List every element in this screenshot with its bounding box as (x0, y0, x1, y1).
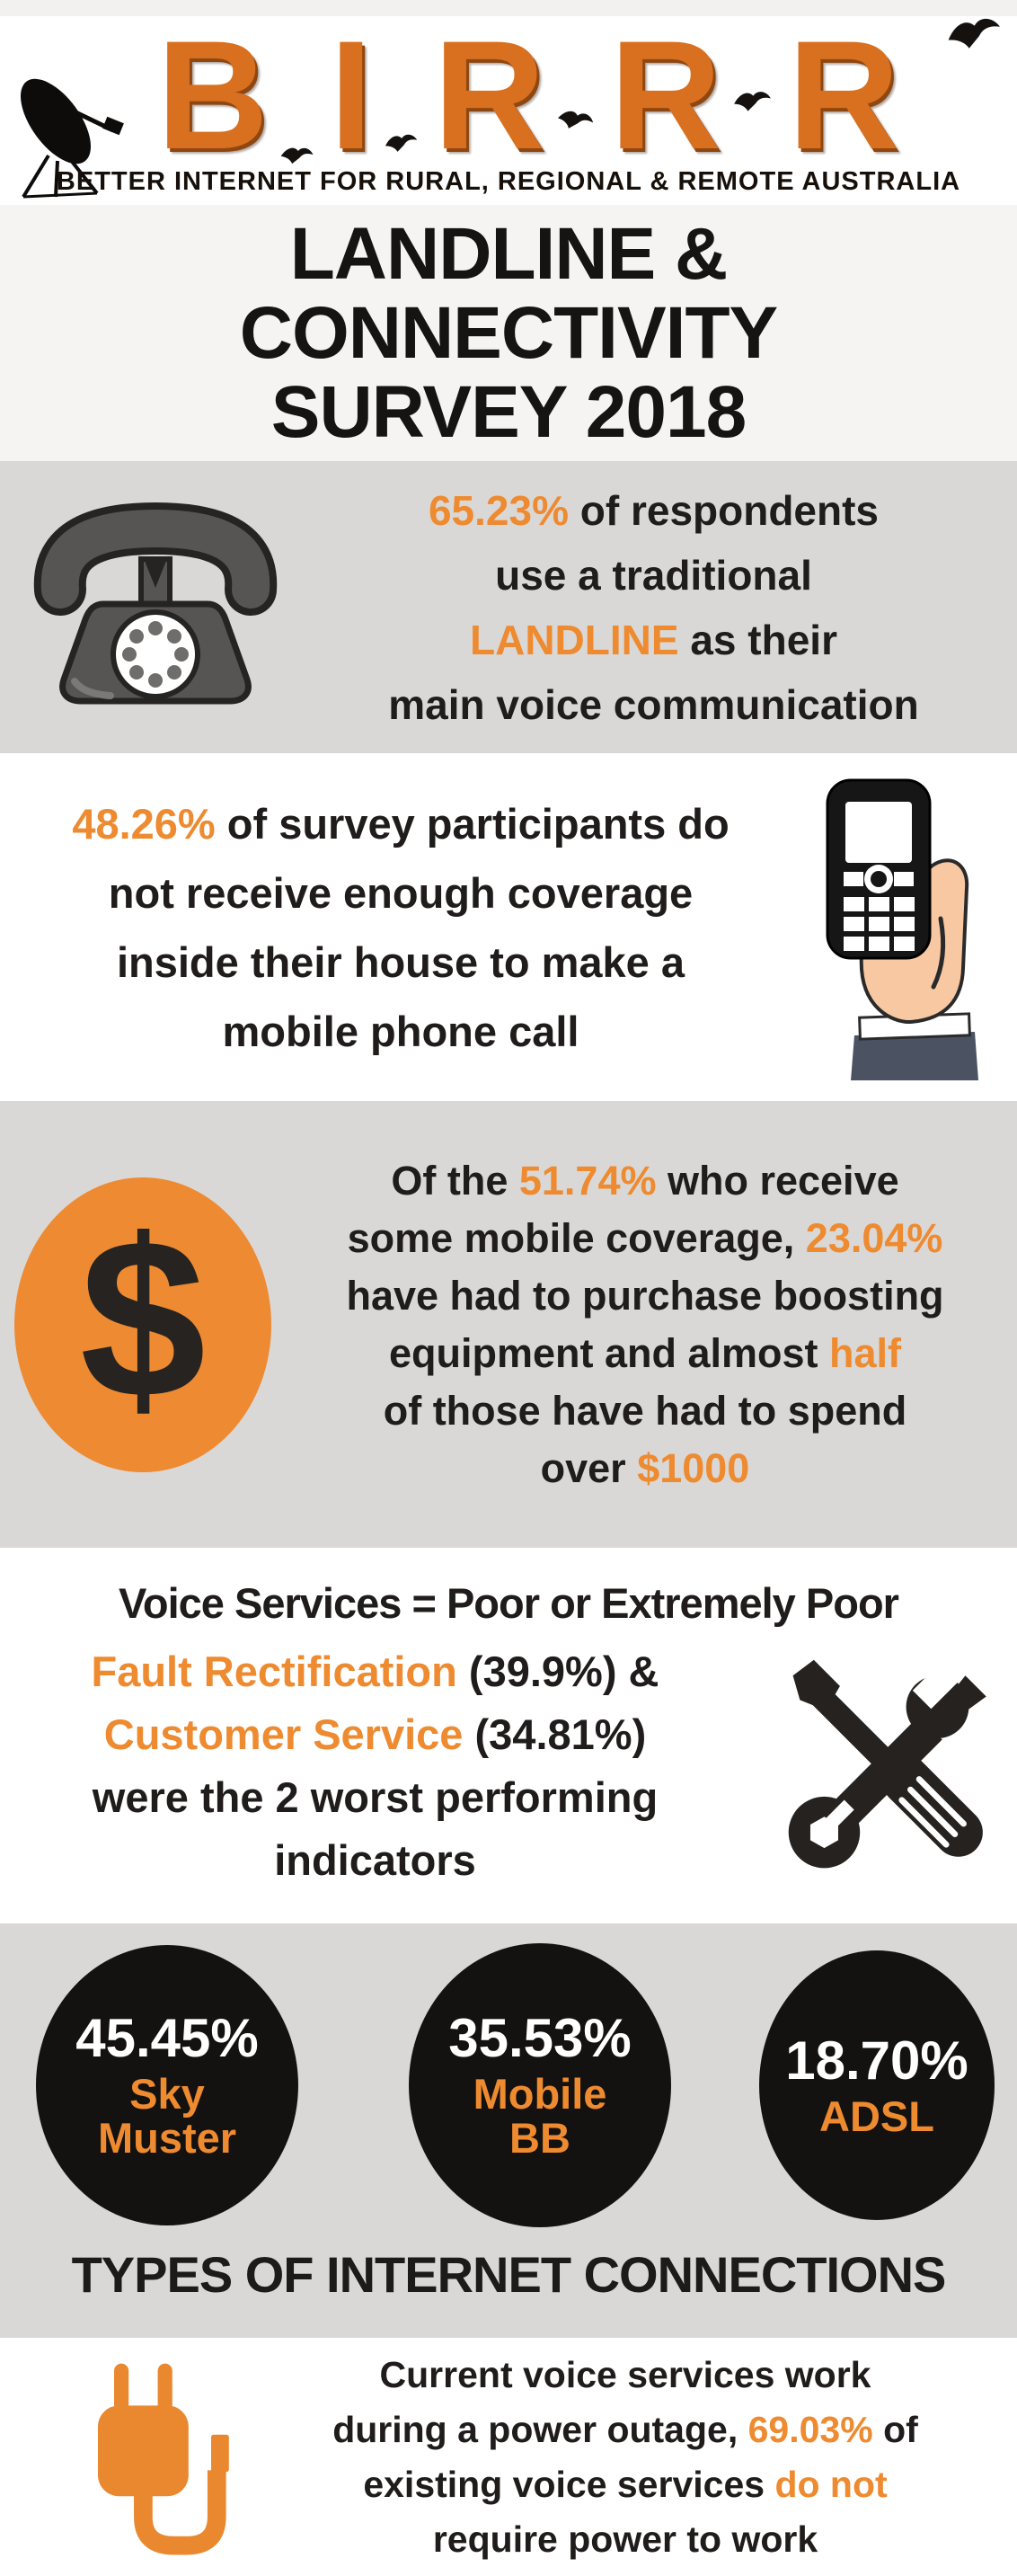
bird-icon (554, 104, 597, 136)
stat-circle-sky-muster: 45.45% Sky Muster (36, 1945, 298, 2225)
logo-letter-r1: R (433, 9, 545, 182)
logo-wordmark: B I R R R (54, 9, 999, 182)
section-coverage: 48.26% of survey participants do not rece… (0, 753, 1017, 1101)
stat-circle-mobile-bb: 35.53% Mobile BB (409, 1943, 671, 2227)
satellite-dish-icon (4, 57, 152, 203)
bird-icon (945, 14, 1004, 57)
power-plug-icon (77, 2349, 264, 2565)
tools-icon (743, 1653, 1017, 1879)
logo-letter-i: I (329, 9, 373, 182)
stat-circle-adsl: 18.70% ADSL (759, 1950, 995, 2220)
telephone-icon (0, 502, 310, 713)
voice-heading: Voice Services = Poor or Extremely Poor (119, 1579, 899, 1627)
section-connections: 45.45% Sky Muster 35.53% Mobile BB 18.70% … (0, 1923, 1017, 2338)
connections-heading: TYPES OF INTERNET CONNECTIONS (71, 2246, 947, 2303)
logo-letter-b: B (156, 9, 269, 182)
dollar-icon: $ (14, 1177, 271, 1472)
stat-percentage: 18.70% (785, 2030, 968, 2091)
dollar-sign: $ (79, 1192, 207, 1445)
title-band: LANDLINE & CONNECTIVITY SURVEY 2018 (0, 205, 1017, 461)
voice-stat-text: Fault Rectification (39.9%) & Customer Se… (91, 1648, 659, 1884)
stat-percentage: 35.53% (448, 2008, 632, 2068)
top-strip (0, 0, 1017, 16)
stat-label: Mobile BB (473, 2070, 607, 2162)
landline-stat-text: 65.23% of respondents use a traditional LA… (388, 486, 919, 728)
logo-tagline: BETTER INTERNET FOR RURAL, REGIONAL & RE… (56, 167, 961, 196)
power-stat-text: Current voice services work during a powe… (332, 2353, 918, 2560)
stat-label: ADSL (819, 2092, 934, 2140)
bird-icon (731, 85, 775, 116)
mobile-phone-in-hand-icon (791, 775, 1017, 1080)
logo-letter-r2: R (609, 9, 721, 182)
bird-icon (279, 144, 315, 167)
logo-letter-r3: R (788, 9, 899, 182)
section-power: Current voice services work during a powe… (0, 2338, 1017, 2576)
section-boosting: $ Of the 51.74% who receive some mobile c… (0, 1101, 1017, 1548)
page-title: LANDLINE & CONNECTIVITY SURVEY 2018 (239, 212, 778, 453)
section-landline: 65.23% of respondents use a traditional LA… (0, 461, 1017, 753)
bird-icon (382, 129, 420, 156)
stat-percentage: 45.45% (75, 2008, 259, 2068)
section-voice: Voice Services = Poor or Extremely Poor … (0, 1548, 1017, 1923)
boosting-stat-text: Of the 51.74% who receive some mobile cov… (346, 1157, 944, 1491)
coverage-stat-text: 48.26% of survey participants do not rece… (72, 799, 730, 1055)
stat-label: Sky Muster (97, 2070, 237, 2162)
logo-band: B I R R R BETTER INTERNET FOR RURAL, REG… (0, 16, 1017, 205)
